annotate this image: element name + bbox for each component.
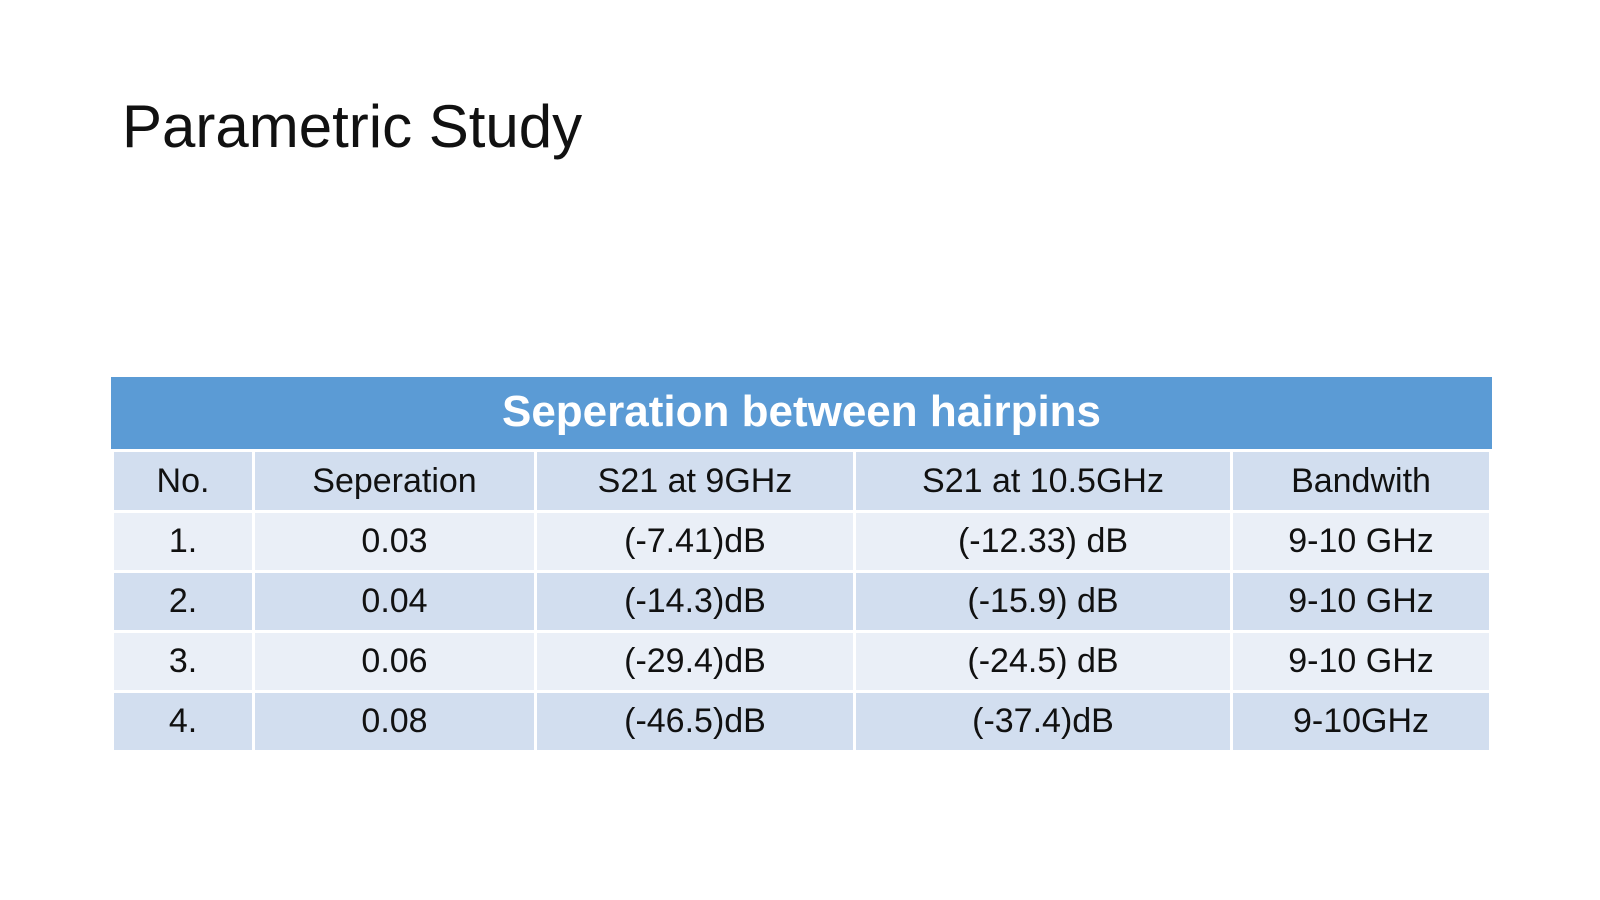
table-cell: 9-10 GHz: [1230, 510, 1492, 573]
header-cell: Bandwith: [1230, 449, 1492, 513]
table-cell: (-37.4)dB: [853, 690, 1233, 753]
table-cell: (-29.4)dB: [534, 630, 856, 693]
table-cell: 0.04: [252, 570, 537, 633]
header-row: No. Seperation S21 at 9GHz S21 at 10.5GHz Ba…: [111, 449, 1492, 513]
table-cell: 3.: [111, 630, 255, 693]
table-cell: 9-10GHz: [1230, 690, 1492, 753]
table-cell: 2.: [111, 570, 255, 633]
table-cell: 1.: [111, 510, 255, 573]
header-cell: S21 at 9GHz: [534, 449, 856, 513]
table-row: 3. 0.06 (-29.4)dB (-24.5) dB 9-10 GHz: [111, 630, 1492, 693]
table-cell: (-24.5) dB: [853, 630, 1233, 693]
table-cell: (-12.33) dB: [853, 510, 1233, 573]
table-row: 2. 0.04 (-14.3)dB (-15.9) dB 9-10 GHz: [111, 570, 1492, 633]
table-caption: Seperation between hairpins: [111, 377, 1492, 449]
table-row: 1. 0.03 (-7.41)dB (-12.33) dB 9-10 GHz: [111, 510, 1492, 573]
table-row: 4. 0.08 (-46.5)dB (-37.4)dB 9-10GHz: [111, 690, 1492, 753]
header-cell: S21 at 10.5GHz: [853, 449, 1233, 513]
header-cell: No.: [111, 449, 255, 513]
header-cell: Seperation: [252, 449, 537, 513]
table-cell: 9-10 GHz: [1230, 630, 1492, 693]
data-table: Seperation between hairpins No. Seperatio…: [111, 377, 1492, 753]
table-cell: 4.: [111, 690, 255, 753]
table-cell: (-15.9) dB: [853, 570, 1233, 633]
table-body: 1. 0.03 (-7.41)dB (-12.33) dB 9-10 GHz 2. 0.04…: [111, 510, 1492, 753]
table-cell: 0.08: [252, 690, 537, 753]
table-cell: (-14.3)dB: [534, 570, 856, 633]
table-cell: (-46.5)dB: [534, 690, 856, 753]
table-cell: (-7.41)dB: [534, 510, 856, 573]
slide-title: Parametric Study: [122, 93, 583, 160]
table-cell: 0.06: [252, 630, 537, 693]
table-cell: 9-10 GHz: [1230, 570, 1492, 633]
table-cell: 0.03: [252, 510, 537, 573]
